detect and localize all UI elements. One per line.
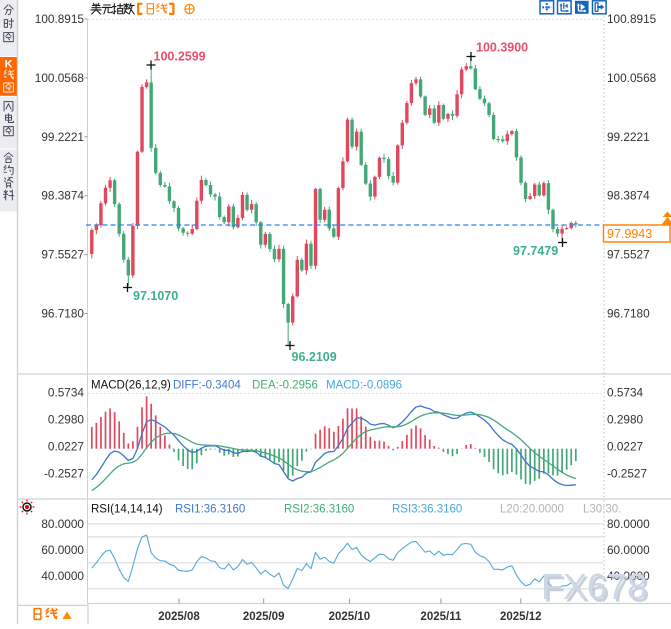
svg-text:60.0000: 60.0000 (41, 543, 84, 557)
svg-text:40.0000: 40.0000 (607, 569, 650, 583)
svg-text:2025/10: 2025/10 (329, 611, 371, 623)
svg-text:MACD(26,12,9): MACD(26,12,9) (91, 380, 171, 392)
svg-text:97.5527: 97.5527 (607, 248, 650, 262)
svg-text:DEA:-0.2956: DEA:-0.2956 (252, 380, 318, 392)
svg-text:K: K (5, 59, 13, 71)
svg-text:0.2980: 0.2980 (48, 413, 85, 427)
svg-text:0.5734: 0.5734 (607, 386, 644, 400)
svg-text:RSI2:36.3160: RSI2:36.3160 (284, 504, 354, 516)
svg-text:100.2599: 100.2599 (154, 50, 206, 64)
svg-text:0.0227: 0.0227 (48, 440, 84, 454)
svg-text:2025/08: 2025/08 (158, 611, 200, 623)
svg-text:97.5527: 97.5527 (41, 248, 84, 262)
svg-text:0.0227: 0.0227 (607, 440, 643, 454)
svg-text:99.2221: 99.2221 (607, 130, 650, 144)
svg-text:RSI(14,14,14): RSI(14,14,14) (91, 504, 163, 516)
svg-text:FX678: FX678 (541, 566, 647, 607)
svg-text:96.2109: 96.2109 (292, 350, 337, 364)
svg-text:DIFF:-0.3404: DIFF:-0.3404 (173, 380, 241, 392)
svg-text:-0.2527: -0.2527 (607, 467, 647, 481)
svg-text:100.0568: 100.0568 (607, 71, 657, 85)
svg-text:98.3874: 98.3874 (607, 189, 650, 203)
svg-text:100.0568: 100.0568 (35, 71, 85, 85)
svg-text:96.7180: 96.7180 (607, 307, 650, 321)
svg-text:100.8915: 100.8915 (35, 12, 85, 26)
svg-text:0.2980: 0.2980 (607, 413, 644, 427)
svg-text:2025/09: 2025/09 (243, 611, 285, 623)
svg-text:100.3900: 100.3900 (476, 41, 528, 55)
svg-text:80.0000: 80.0000 (41, 517, 84, 531)
svg-text:RSI3:36.3160: RSI3:36.3160 (392, 504, 462, 516)
svg-text:96.7180: 96.7180 (41, 307, 84, 321)
svg-text:L30:30.: L30:30. (583, 504, 621, 516)
svg-text:FX678: FX678 (544, 569, 650, 610)
svg-text:2025/11: 2025/11 (420, 611, 462, 623)
svg-text:0.5734: 0.5734 (48, 386, 85, 400)
svg-text:40.0000: 40.0000 (41, 569, 84, 583)
svg-text:60.0000: 60.0000 (607, 543, 650, 557)
svg-text:2025/12: 2025/12 (500, 611, 542, 623)
svg-text:97.7479: 97.7479 (513, 244, 558, 258)
svg-text:80.0000: 80.0000 (607, 517, 650, 531)
svg-text:99.2221: 99.2221 (41, 130, 84, 144)
svg-text:100.8915: 100.8915 (607, 12, 657, 26)
svg-text:L20:20.0000: L20:20.0000 (500, 504, 564, 516)
svg-text:97.9943: 97.9943 (607, 227, 652, 241)
svg-text:MACD:-0.0896: MACD:-0.0896 (326, 380, 402, 392)
svg-text:-0.2527: -0.2527 (44, 467, 84, 481)
svg-text:97.1070: 97.1070 (133, 289, 178, 303)
svg-text:98.3874: 98.3874 (41, 189, 84, 203)
svg-text:RSI1:36.3160: RSI1:36.3160 (175, 504, 245, 516)
